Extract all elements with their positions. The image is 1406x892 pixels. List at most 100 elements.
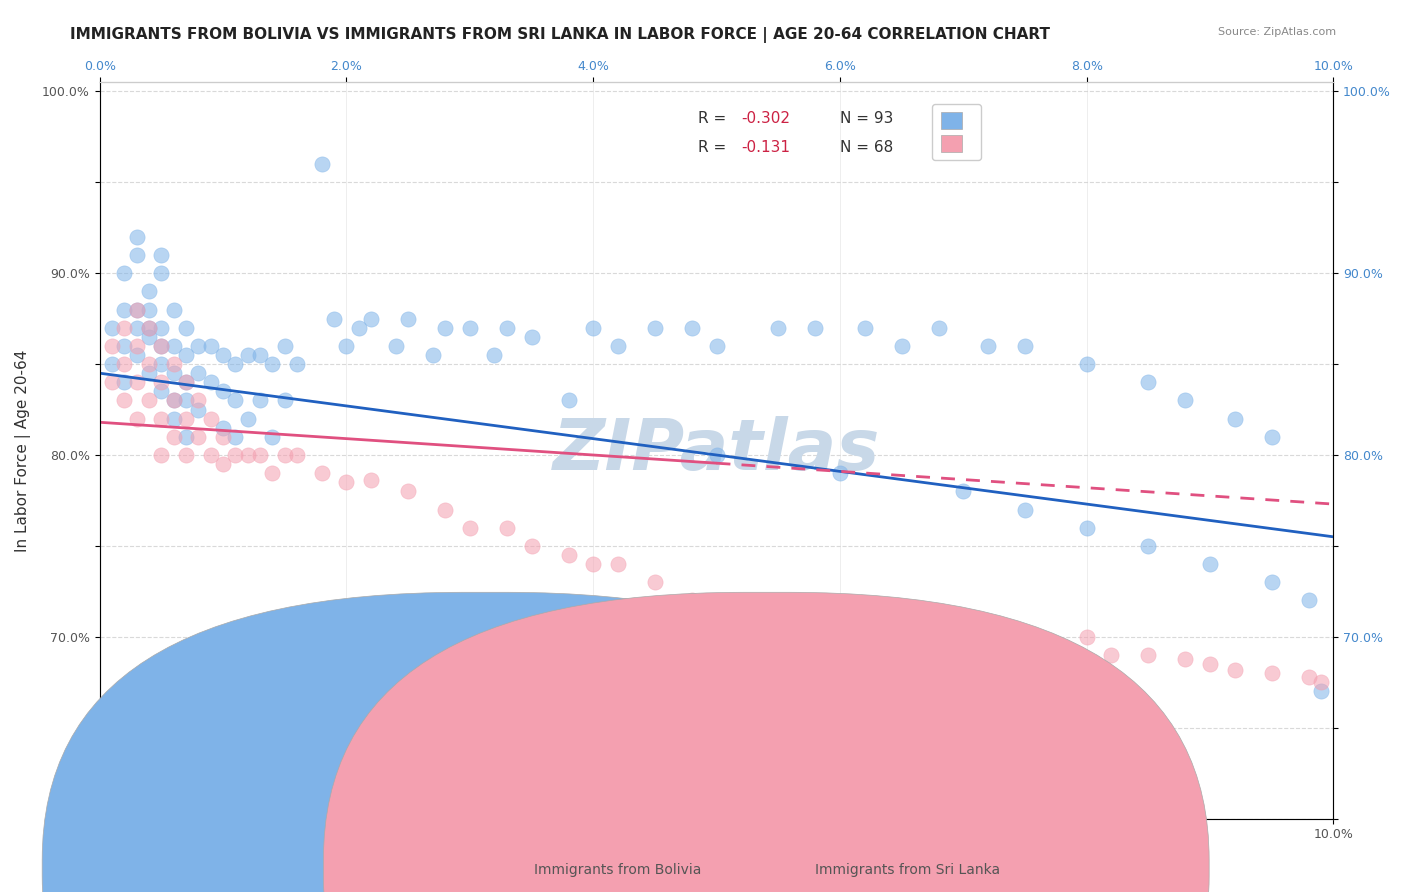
Text: -0.302: -0.302 — [741, 111, 790, 126]
Point — [484, 348, 506, 362]
Point — [828, 648, 851, 662]
Point — [1260, 430, 1282, 444]
Point — [804, 320, 827, 334]
Point — [347, 320, 370, 334]
Point — [174, 376, 197, 390]
Point — [212, 384, 235, 399]
Point — [174, 393, 197, 408]
Point — [174, 448, 197, 462]
Point — [138, 320, 160, 334]
Point — [200, 411, 222, 425]
Point — [335, 339, 357, 353]
Point — [200, 448, 222, 462]
Point — [125, 348, 148, 362]
Point — [952, 484, 974, 499]
Point — [249, 393, 271, 408]
Point — [1014, 693, 1036, 707]
Point — [150, 411, 173, 425]
Point — [520, 539, 543, 553]
Point — [582, 320, 605, 334]
Point — [150, 266, 173, 280]
Point — [200, 339, 222, 353]
Text: N = 68: N = 68 — [839, 140, 893, 155]
Point — [249, 448, 271, 462]
Point — [274, 393, 297, 408]
Point — [224, 357, 246, 371]
Point — [101, 339, 124, 353]
Point — [1050, 702, 1073, 716]
Point — [150, 384, 173, 399]
Point — [112, 302, 135, 317]
Point — [138, 330, 160, 344]
Point — [187, 366, 209, 380]
Point — [285, 448, 308, 462]
Point — [706, 448, 728, 462]
Point — [187, 393, 209, 408]
Point — [804, 639, 827, 653]
Point — [150, 339, 173, 353]
Point — [311, 157, 333, 171]
Text: R =: R = — [697, 140, 731, 155]
Point — [125, 302, 148, 317]
Point — [163, 430, 186, 444]
Point — [606, 557, 628, 571]
Point — [422, 348, 444, 362]
Point — [174, 348, 197, 362]
Point — [138, 302, 160, 317]
Point — [174, 320, 197, 334]
Point — [262, 430, 284, 444]
Point — [138, 285, 160, 299]
Point — [1137, 648, 1160, 662]
Point — [112, 320, 135, 334]
Text: IMMIGRANTS FROM BOLIVIA VS IMMIGRANTS FROM SRI LANKA IN LABOR FORCE | AGE 20-64 : IMMIGRANTS FROM BOLIVIA VS IMMIGRANTS FR… — [70, 27, 1050, 43]
Point — [274, 339, 297, 353]
Point — [1310, 675, 1333, 690]
Point — [138, 320, 160, 334]
Point — [150, 376, 173, 390]
Point — [150, 339, 173, 353]
Point — [150, 248, 173, 262]
Point — [1199, 557, 1222, 571]
Point — [125, 302, 148, 317]
Point — [285, 357, 308, 371]
Text: ZIPatlas: ZIPatlas — [553, 416, 880, 485]
Point — [458, 320, 481, 334]
Point — [125, 339, 148, 353]
Point — [112, 339, 135, 353]
Point — [952, 684, 974, 698]
Point — [1137, 376, 1160, 390]
Point — [138, 357, 160, 371]
Point — [262, 357, 284, 371]
Point — [1223, 411, 1246, 425]
Point — [174, 430, 197, 444]
Point — [311, 466, 333, 480]
Point — [101, 357, 124, 371]
Point — [853, 320, 876, 334]
Point — [1099, 648, 1122, 662]
Point — [706, 602, 728, 616]
Point — [1223, 663, 1246, 677]
Point — [434, 320, 457, 334]
Point — [768, 320, 790, 334]
Point — [768, 630, 790, 644]
Point — [582, 557, 605, 571]
Text: N = 93: N = 93 — [839, 111, 893, 126]
Point — [224, 430, 246, 444]
Point — [224, 393, 246, 408]
Y-axis label: In Labor Force | Age 20-64: In Labor Force | Age 20-64 — [15, 350, 31, 551]
Point — [1076, 357, 1098, 371]
Point — [112, 357, 135, 371]
Point — [163, 393, 186, 408]
Point — [557, 548, 579, 562]
Point — [1260, 575, 1282, 590]
Point — [1174, 393, 1197, 408]
Point — [163, 339, 186, 353]
Point — [236, 448, 259, 462]
Point — [187, 339, 209, 353]
Text: Source: ZipAtlas.com: Source: ZipAtlas.com — [1218, 27, 1336, 37]
Point — [385, 339, 408, 353]
Point — [212, 421, 235, 435]
Point — [262, 466, 284, 480]
Point — [396, 484, 419, 499]
Point — [1298, 593, 1320, 607]
